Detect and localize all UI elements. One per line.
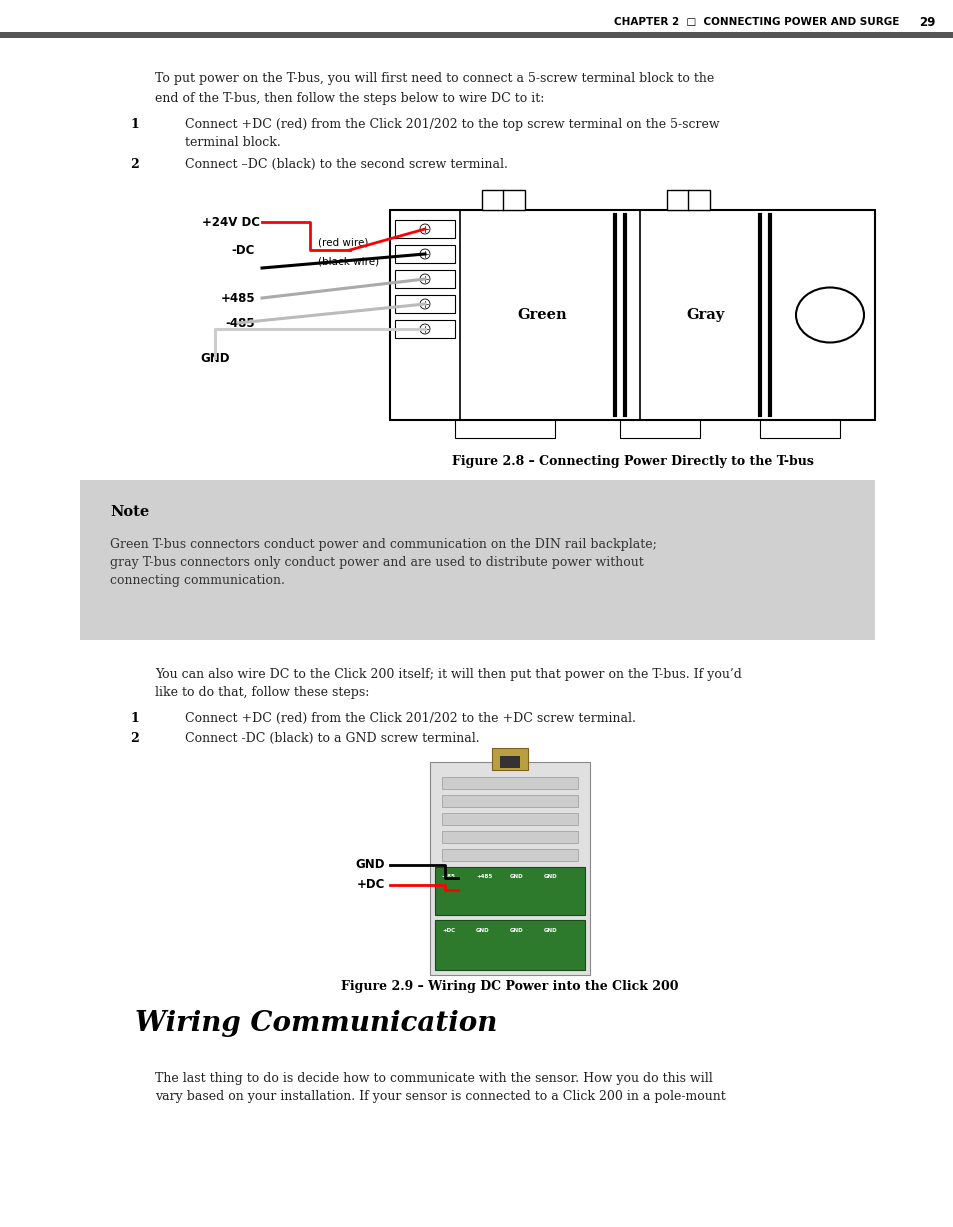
Text: -485: -485 [225,317,254,330]
Text: Green: Green [517,308,567,321]
Text: (black wire): (black wire) [317,256,378,266]
Text: vary based on your installation. If your sensor is connected to a Click 200 in a: vary based on your installation. If your… [154,1090,725,1103]
Bar [492,748,527,771]
Bar [502,190,524,210]
Bar [481,190,503,210]
Text: +485: +485 [476,875,492,880]
Text: Figure 2.8 – Connecting Power Directly to the T-bus: Figure 2.8 – Connecting Power Directly t… [451,455,813,467]
Text: You can also wire DC to the Click 200 itself; it will then put that power on the: You can also wire DC to the Click 200 it… [154,667,741,681]
Bar [395,294,455,313]
Text: GND: GND [543,875,558,880]
Bar [619,420,700,438]
Text: To put power on the T-bus, you will first need to connect a 5-screw terminal blo: To put power on the T-bus, you will firs… [154,72,714,85]
Text: +24V DC: +24V DC [202,216,260,228]
Text: gray T-bus connectors only conduct power and are used to distribute power withou: gray T-bus connectors only conduct power… [110,556,643,569]
Text: Green T-bus connectors conduct power and communication on the DIN rail backplate: Green T-bus connectors conduct power and… [110,537,657,551]
Text: +DC: +DC [356,879,385,892]
Text: Connect +DC (red) from the Click 201/202 to the top screw terminal on the 5-scre: Connect +DC (red) from the Click 201/202… [185,118,719,131]
Text: The last thing to do is decide how to communicate with the sensor. How you do th: The last thing to do is decide how to co… [154,1072,712,1085]
Bar [435,867,584,915]
Text: -485: -485 [441,875,456,880]
Bar [395,320,455,337]
Text: end of the T-bus, then follow the steps below to wire DC to it:: end of the T-bus, then follow the steps … [154,92,544,106]
Text: 2: 2 [130,733,138,745]
Bar [441,867,578,880]
Text: 2: 2 [130,158,138,171]
Text: CHAPTER 2  □  CONNECTING POWER AND SURGE: CHAPTER 2 □ CONNECTING POWER AND SURGE [613,17,898,27]
Bar [80,480,874,640]
Text: -DC: -DC [232,243,254,256]
Text: 1: 1 [130,118,138,131]
Text: Connect –DC (black) to the second screw terminal.: Connect –DC (black) to the second screw … [185,158,507,171]
Bar [395,245,455,263]
Bar [666,190,688,210]
Text: GND: GND [510,928,523,933]
Ellipse shape [795,287,863,342]
Bar [441,777,578,789]
Text: GND: GND [476,928,489,933]
Bar [687,190,709,210]
Text: GND: GND [543,928,558,933]
Text: +DC: +DC [441,928,455,933]
Bar [435,920,584,971]
Bar [441,795,578,807]
Bar [441,849,578,861]
Bar [441,831,578,843]
Text: Connect -DC (black) to a GND screw terminal.: Connect -DC (black) to a GND screw termi… [185,733,479,745]
Text: Note: Note [110,506,149,519]
Text: Gray: Gray [685,308,723,321]
Text: GND: GND [355,859,385,871]
Bar [455,420,555,438]
Text: Connect +DC (red) from the Click 201/202 to the +DC screw terminal.: Connect +DC (red) from the Click 201/202… [185,712,636,725]
Text: like to do that, follow these steps:: like to do that, follow these steps: [154,686,369,699]
Text: Wiring Communication: Wiring Communication [135,1010,497,1037]
Text: 29: 29 [919,16,935,28]
Bar [760,420,840,438]
Text: terminal block.: terminal block. [185,136,280,148]
Bar [499,756,519,768]
Bar [0,32,953,38]
Bar [390,210,874,420]
Text: connecting communication.: connecting communication. [110,574,285,587]
Text: Figure 2.9 – Wiring DC Power into the Click 200: Figure 2.9 – Wiring DC Power into the Cl… [341,980,678,993]
Bar [395,220,455,238]
Text: GND: GND [200,351,230,364]
Text: 1: 1 [130,712,138,725]
Bar [441,814,578,825]
Text: GND: GND [510,875,523,880]
Bar [430,762,589,975]
Text: (red wire): (red wire) [317,237,368,247]
Text: +485: +485 [220,292,254,304]
Bar [395,270,455,288]
